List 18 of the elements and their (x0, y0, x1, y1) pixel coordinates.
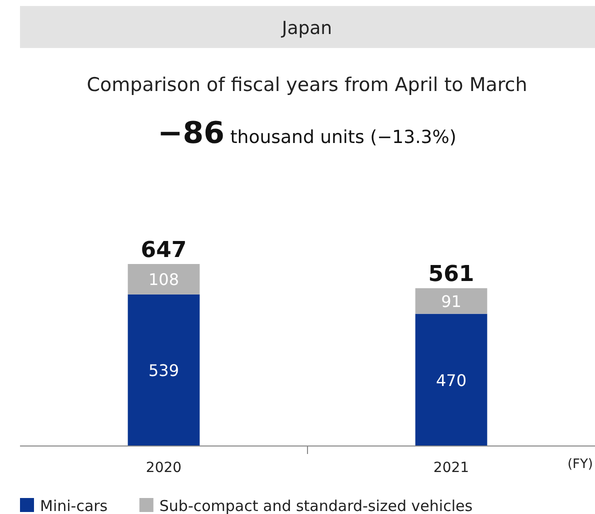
chart-subtitle: Comparison of fiscal years from April to March (86, 74, 528, 96)
bar (128, 264, 200, 294)
text: −86 thousand units (−13.3%) (158, 116, 456, 151)
total-label: 561 (428, 262, 474, 288)
x-tick-label: 2020 (146, 460, 182, 476)
bar (415, 314, 488, 446)
text: (FY) (567, 457, 593, 472)
legend-label: Mini-cars (40, 497, 108, 514)
bar (415, 288, 488, 314)
data-label: 91 (441, 292, 462, 311)
legend-label: Sub-compact and standard-sized vehicles (159, 497, 473, 514)
data-label: 539 (148, 361, 180, 380)
bar (128, 294, 200, 446)
chart-title: Japan (280, 18, 332, 39)
data-label: 470 (436, 370, 467, 390)
x-tick-label: 2021 (433, 460, 470, 476)
total-label: 647 (140, 238, 187, 263)
data-label: 108 (148, 270, 180, 290)
